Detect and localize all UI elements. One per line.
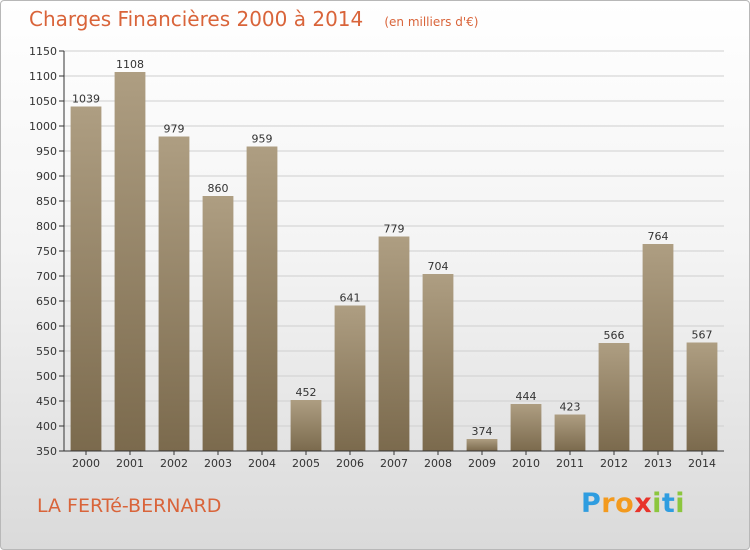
bar-value-label: 764 [648, 230, 669, 243]
bars [70, 72, 718, 451]
bar-2006 [334, 305, 366, 451]
bar-2005 [290, 400, 322, 451]
y-tick-label: 1050 [29, 95, 57, 108]
bar-2007 [378, 236, 410, 451]
bar-value-label: 860 [208, 182, 229, 195]
x-tick-label: 2001 [116, 457, 144, 470]
bar-2013 [642, 244, 674, 451]
x-tick-label: 2007 [380, 457, 408, 470]
bar-2009 [466, 439, 498, 451]
logo-letter: o [615, 488, 635, 519]
axes: 350 400 450 500 550 600 650 700 750 800 850 900 950 1… [29, 45, 724, 470]
bar-value-label: 779 [384, 223, 405, 236]
bar-2008 [422, 274, 454, 451]
y-tick-label: 1150 [29, 45, 57, 58]
y-tick-label: 800 [36, 220, 57, 233]
x-tick-label: 2010 [512, 457, 540, 470]
logo-letter: i [675, 488, 686, 519]
bar-value-label: 374 [472, 425, 493, 438]
x-tick-label: 2004 [248, 457, 276, 470]
bar-value-label: 1039 [72, 93, 100, 106]
bar-2012 [598, 343, 630, 451]
x-tick-label: 2008 [424, 457, 452, 470]
y-tick-label: 700 [36, 270, 57, 283]
bar-value-label: 566 [604, 329, 625, 342]
chart-unit-note: (en milliers d'€) [384, 15, 479, 29]
x-tick-label: 2009 [468, 457, 496, 470]
bar-2014 [686, 342, 718, 451]
bar-value-label: 567 [692, 329, 713, 342]
bar-value-label: 959 [252, 133, 273, 146]
x-tick-label: 2011 [556, 457, 584, 470]
x-tick-label: 2014 [688, 457, 716, 470]
logo-letter: P [581, 488, 602, 519]
bar-value-label: 1108 [116, 58, 144, 71]
x-tick-label: 2006 [336, 457, 364, 470]
bar-2011 [554, 414, 586, 451]
logo-letter: t [661, 488, 676, 519]
y-tick-label: 350 [36, 445, 57, 458]
logo-letter: x [634, 488, 653, 519]
x-tick-label: 2000 [72, 457, 100, 470]
x-tick-label: 2003 [204, 457, 232, 470]
logo-letter: r [601, 488, 616, 519]
y-tick-label: 1000 [29, 120, 57, 133]
y-tick-label: 750 [36, 245, 57, 258]
bar-value-label: 444 [516, 390, 537, 403]
y-tick-label: 550 [36, 345, 57, 358]
chart-title: Charges Financières 2000 à 2014 (en mill… [29, 7, 478, 31]
y-tick-label: 650 [36, 295, 57, 308]
logo-letter: i [652, 488, 662, 519]
y-tick-label: 1100 [29, 70, 57, 83]
y-tick-label: 500 [36, 370, 57, 383]
x-tick-label: 2002 [160, 457, 188, 470]
bar-2010 [510, 404, 542, 451]
bar-2002 [158, 136, 190, 451]
x-tick-label: 2013 [644, 457, 672, 470]
y-tick-label: 900 [36, 170, 57, 183]
bar-value-label: 452 [296, 386, 317, 399]
bar-2004 [246, 146, 278, 451]
y-tick-label: 950 [36, 145, 57, 158]
bar-2003 [202, 196, 234, 451]
bar-value-label: 704 [428, 260, 449, 273]
y-tick-label: 850 [36, 195, 57, 208]
x-tick-label: 2005 [292, 457, 320, 470]
y-tick-label: 600 [36, 320, 57, 333]
commune-name: LA FERTé-BERNARD [37, 495, 222, 517]
bar-value-label: 423 [560, 401, 581, 414]
x-tick-label: 2012 [600, 457, 628, 470]
proxiti-logo: Proxiti [581, 488, 685, 519]
bar-2001 [114, 72, 146, 451]
bar-value-label: 979 [164, 123, 185, 136]
bar-value-label: 641 [340, 292, 361, 305]
y-tick-label: 450 [36, 395, 57, 408]
chart-title-text: Charges Financières 2000 à 2014 [29, 7, 364, 31]
bar-2000 [70, 106, 102, 451]
y-tick-label: 400 [36, 420, 57, 433]
data-labels: 1039 1108 979 860 959 452 641 779 704 374 444 423 56… [72, 58, 713, 438]
